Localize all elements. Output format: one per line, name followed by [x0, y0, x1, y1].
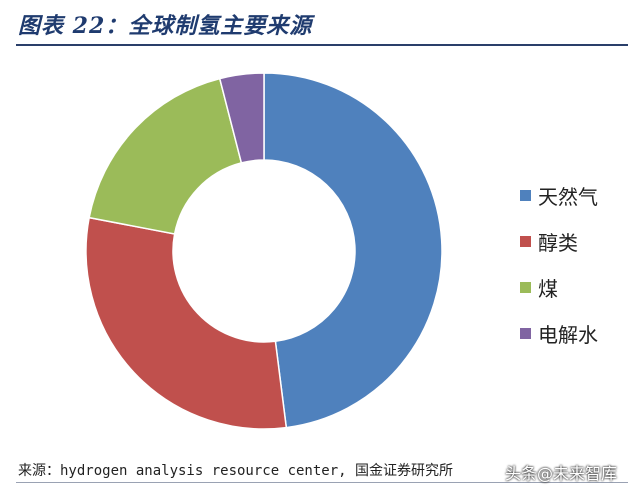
legend-label: 醇类 — [538, 230, 578, 255]
donut-slice-3 — [88, 77, 243, 235]
donut-slice-2 — [85, 216, 288, 430]
source-note: 来源：hydrogen analysis resource center, 国金… — [18, 463, 454, 479]
donut-slice-1 — [263, 72, 443, 429]
chart-title: 图表 22：全球制氢主要来源 — [18, 13, 313, 39]
chart-legend: 天然气 醇类煤电解水 — [520, 172, 598, 356]
legend-item-3: 煤 — [520, 264, 598, 310]
legend-swatch — [520, 327, 531, 339]
legend-swatch — [520, 281, 531, 293]
watermark-text: 头条@未来智库 — [505, 464, 618, 483]
legend-swatch — [520, 189, 531, 201]
footer-divider — [16, 482, 628, 483]
legend-item-1: 天然气 — [520, 172, 598, 218]
legend-item-4: 电解水 — [520, 310, 598, 356]
legend-label: 电解水 — [538, 322, 598, 347]
legend-swatch — [520, 235, 531, 247]
donut-chart — [85, 72, 443, 430]
legend-label: 天然气 — [538, 184, 598, 209]
legend-label: 煤 — [538, 276, 558, 301]
donut-slice-4 — [218, 72, 265, 164]
legend-item-2: 醇类 — [520, 218, 598, 264]
title-divider — [16, 44, 628, 46]
